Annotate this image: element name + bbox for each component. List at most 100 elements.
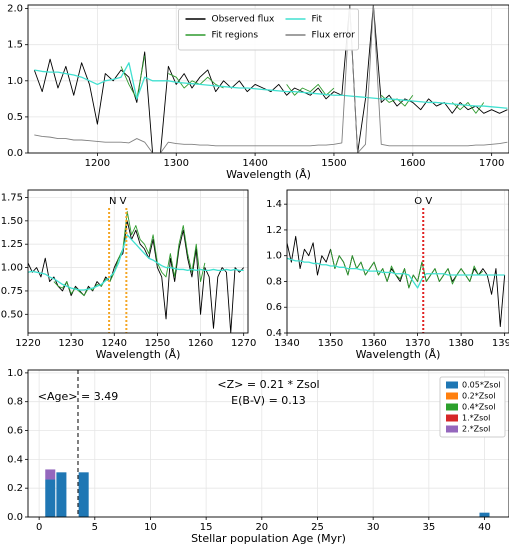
spectrum-line <box>33 5 508 153</box>
plot-area <box>28 208 245 333</box>
y-tick-label: 1.75 <box>1 192 23 203</box>
legend-label: 2.*Zsol <box>462 425 490 434</box>
spectrum-line <box>287 257 505 289</box>
spectrum-line <box>34 62 508 109</box>
panel: 0.4 0.6 0.8 1.0 1.2 1.4 1340 1350 1360 1370 1380 13… <box>266 189 509 361</box>
x-tick-label: 1270 <box>231 338 256 349</box>
bar <box>479 512 490 517</box>
x-tick-label: 1230 <box>58 338 83 349</box>
panel: 0.50 0.75 1.00 1.25 1.50 1.75 1220 1230 1240 1250… <box>1 189 256 361</box>
legend-label: Fit regions <box>212 31 259 41</box>
x-tick-label: 1350 <box>318 338 343 349</box>
x-tick-label: 1200 <box>85 158 110 169</box>
x-tick-label: 5 <box>92 522 98 533</box>
y-tick-label: 0.6 <box>7 426 23 437</box>
x-tick-label: 40 <box>478 522 491 533</box>
x-axis-label: Wavelength (Å) <box>96 348 181 361</box>
annotation: <Z> = 0.21 * Zsol <box>217 378 319 391</box>
axes-frame <box>286 189 509 334</box>
y-tick-label: 0.50 <box>1 309 23 320</box>
annotation: E(B-V) = 0.13 <box>231 394 306 407</box>
line-label: N V <box>109 196 127 207</box>
y-tick-label: 0.75 <box>1 286 23 297</box>
x-tick-label: 1700 <box>479 158 504 169</box>
plot-area <box>33 5 508 153</box>
y-tick-label: 1.5 <box>7 40 23 51</box>
legend-box <box>439 376 506 438</box>
line-label: O V <box>414 196 432 207</box>
mean-age-label: <Age> = 3.49 <box>38 390 118 403</box>
y-tick-label: 1.0 <box>7 368 23 379</box>
x-tick-label: 35 <box>422 522 435 533</box>
x-axis-label: Wavelength (Å) <box>356 348 441 361</box>
x-tick-label: 1300 <box>164 158 189 169</box>
x-axis-label: Wavelength (Å) <box>226 168 311 181</box>
spectrum-line <box>120 55 485 114</box>
y-tick-label: 0.8 <box>7 397 23 408</box>
x-tick-label: 30 <box>367 522 380 533</box>
legend-label: 1.*Zsol <box>462 414 490 423</box>
y-tick-label: 1.0 <box>7 76 23 87</box>
plot-area <box>45 370 490 517</box>
panel: 0.0 0.5 1.0 1.5 2.0 1200 1300 1400 1500 1600 1700 W… <box>7 4 509 181</box>
y-tick-label: 1.50 <box>1 216 23 227</box>
y-tick-label: 1.4 <box>266 199 282 210</box>
y-tick-label: 0.4 <box>266 328 282 339</box>
x-tick-label: 1250 <box>145 338 170 349</box>
legend-label: Observed flux <box>212 15 276 25</box>
x-tick-label: 20 <box>255 522 268 533</box>
bar <box>78 472 89 517</box>
legend-label: Fit <box>312 15 323 25</box>
y-tick-label: 1.25 <box>1 239 23 250</box>
y-tick-label: 1.00 <box>1 263 23 274</box>
legend-swatch <box>446 425 458 433</box>
y-tick-label: 0.4 <box>7 454 23 465</box>
legend-label: Flux error <box>312 31 356 41</box>
x-tick-label: 1240 <box>102 338 127 349</box>
bar <box>56 472 67 517</box>
x-tick-label: 1370 <box>405 338 430 349</box>
x-tick-label: 10 <box>144 522 157 533</box>
legend-label: 0.4*Zsol <box>462 403 496 412</box>
plot-area <box>287 208 506 333</box>
y-tick-label: 1.2 <box>266 225 282 236</box>
y-tick-label: 0.5 <box>7 112 23 123</box>
legend-swatch <box>446 414 458 422</box>
y-tick-label: 0.2 <box>7 483 23 494</box>
x-tick-label: 0 <box>36 522 42 533</box>
bar <box>45 469 56 480</box>
x-tick-label: 1360 <box>361 338 386 349</box>
legend-box <box>178 8 359 51</box>
spectrum-line <box>34 5 508 153</box>
legend-label: 0.2*Zsol <box>462 392 496 401</box>
legend-swatch <box>446 381 458 389</box>
y-tick-label: 0.6 <box>266 302 282 313</box>
y-tick-label: 0.8 <box>266 276 282 287</box>
x-tick-label: 1380 <box>448 338 473 349</box>
x-tick-label: 1340 <box>274 338 299 349</box>
y-tick-label: 0.0 <box>7 512 23 523</box>
x-tick-label: 1400 <box>242 158 267 169</box>
spectrum-line <box>53 211 206 297</box>
legend-swatch <box>446 392 458 400</box>
x-tick-label: 25 <box>311 522 324 533</box>
legend-swatch <box>446 403 458 411</box>
panel: 0.0 0.2 0.4 0.6 0.8 1.0 0 5 10 15 20 25 30 35 40 <Age> … <box>7 368 509 545</box>
x-tick-label: 1600 <box>400 158 425 169</box>
axes-frame <box>27 4 509 154</box>
x-axis-label: Stellar population Age (Myr) <box>191 532 346 545</box>
spectrum-line <box>330 249 484 289</box>
y-tick-label: 2.0 <box>7 4 23 15</box>
axes-frame <box>27 369 509 518</box>
bar <box>45 479 56 517</box>
spectrum-line <box>28 220 245 333</box>
x-tick-label: 1260 <box>188 338 213 349</box>
spectrum-line <box>28 234 244 291</box>
axes-frame <box>27 189 249 334</box>
x-tick-label: 1220 <box>15 338 40 349</box>
y-tick-label: 1.0 <box>266 251 282 262</box>
x-tick-label: 1390 <box>492 338 509 349</box>
y-tick-label: 0.0 <box>7 148 23 159</box>
